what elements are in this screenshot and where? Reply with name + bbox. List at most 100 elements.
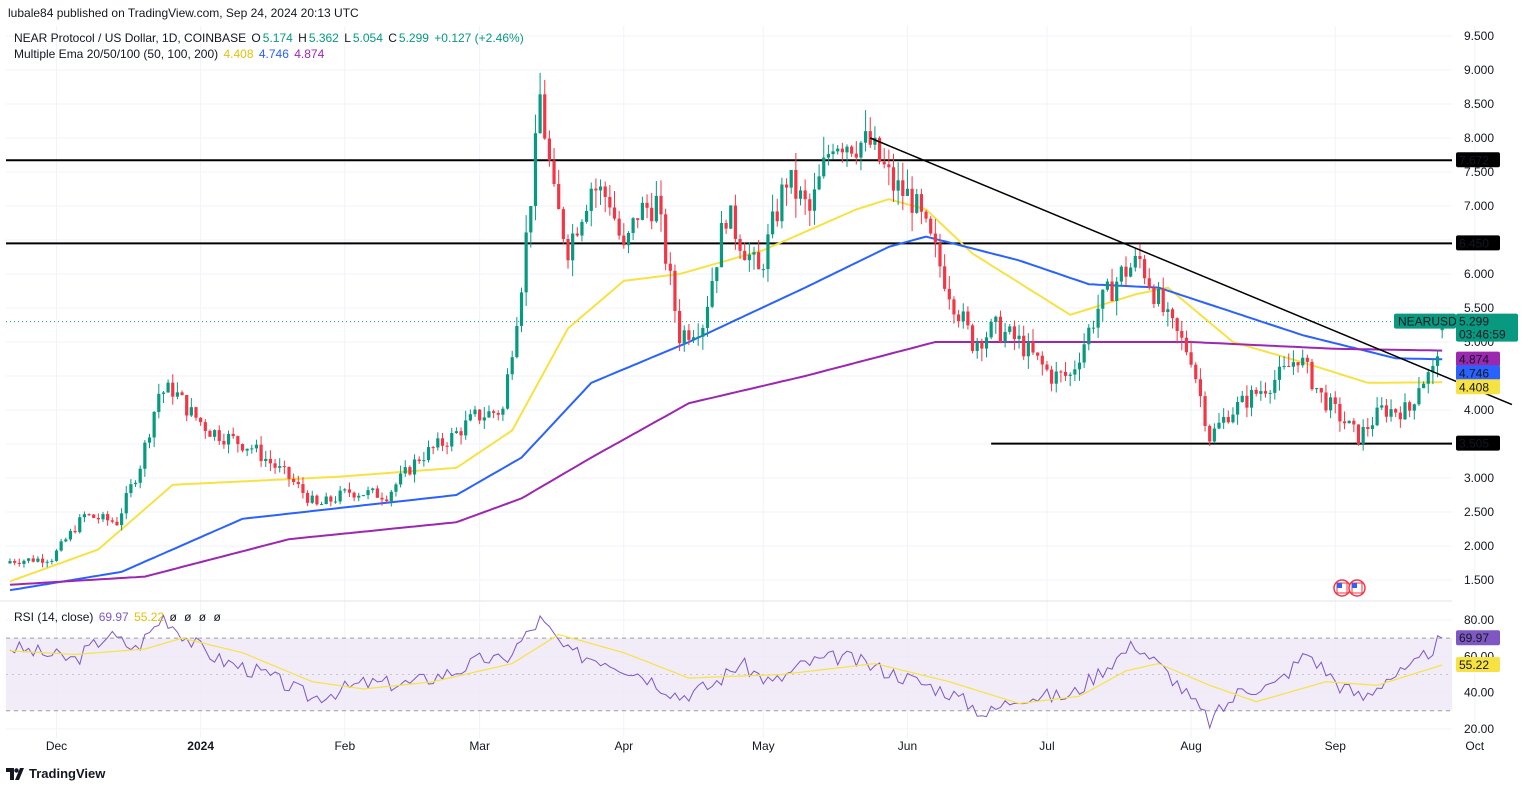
candle-body <box>854 153 858 158</box>
candle-body <box>585 210 589 222</box>
y-tick-label: 8.000 <box>1464 131 1494 145</box>
candle-body <box>101 514 105 520</box>
candle-body <box>394 484 398 492</box>
candle-body <box>1217 422 1221 429</box>
candle-body <box>1156 288 1161 304</box>
candle-body <box>68 530 73 540</box>
x-tick-label: Sep <box>1325 739 1347 753</box>
candle-body <box>264 458 268 462</box>
flag-canton-icon <box>1337 583 1342 588</box>
candle-body <box>929 218 933 234</box>
x-tick-label: 2024 <box>187 739 214 753</box>
candle-body <box>1105 281 1109 290</box>
candle-body <box>1389 409 1393 417</box>
y-tick-label: 2.500 <box>1464 505 1494 519</box>
candle-body <box>687 330 691 340</box>
candle-body <box>980 341 984 349</box>
candle-body <box>1333 397 1337 404</box>
candle-body <box>226 433 231 445</box>
rsi-tick-label: 20.00 <box>1464 722 1494 736</box>
candle-body <box>1384 405 1388 417</box>
candle-body <box>133 482 138 485</box>
candle-body <box>891 167 896 191</box>
candle-body <box>87 514 91 516</box>
descending-trendline[interactable] <box>869 137 1513 406</box>
candle-body <box>189 407 193 416</box>
tradingview-logo[interactable]: TradingView <box>6 766 105 781</box>
rsi-legend[interactable]: RSI (14, close) 69.97 55.22 ø ø ø ø <box>14 610 225 624</box>
candle-body <box>943 266 947 289</box>
candle-body <box>678 310 682 344</box>
ema50-badge: 4.408 <box>1459 380 1489 394</box>
candle-body <box>1026 341 1030 357</box>
candle-body <box>478 409 482 421</box>
publisher-line: lubale84 published on TradingView.com, S… <box>8 6 359 20</box>
candle-body <box>1147 278 1151 288</box>
candle-body <box>519 292 524 326</box>
candle-body <box>738 238 742 251</box>
candle-body <box>1305 357 1309 362</box>
ema100-badge-bg <box>1456 365 1500 381</box>
candle-body <box>1342 421 1347 424</box>
candle-body <box>45 561 49 563</box>
candle-body <box>287 467 291 479</box>
candle-body <box>40 558 45 563</box>
candle-body <box>399 473 403 485</box>
candle-body <box>310 495 314 503</box>
candle-body <box>366 490 370 496</box>
candle-body <box>845 146 849 153</box>
candle-body <box>538 94 542 134</box>
countdown-badge: 03:46:59 <box>1459 328 1506 342</box>
candle-body <box>617 218 621 236</box>
candle-body <box>1347 420 1351 424</box>
candle-body <box>171 382 175 397</box>
candle-body <box>1240 395 1244 403</box>
candle-body <box>543 94 547 139</box>
y-tick-label: 9.500 <box>1464 29 1494 43</box>
trendline[interactable] <box>869 137 1513 406</box>
candle-body <box>654 195 658 222</box>
candle-body <box>952 299 956 315</box>
ema-legend[interactable]: Multiple Ema 20/50/100 (50, 100, 200) 4.… <box>14 47 326 61</box>
candle-body <box>1338 403 1342 422</box>
candle-body <box>794 169 798 199</box>
rsi-na-values: ø ø ø ø <box>169 610 223 624</box>
y-tick-label: 7.000 <box>1464 199 1494 213</box>
candle-body <box>659 195 663 215</box>
candle-body <box>1273 379 1277 393</box>
candle-body <box>82 514 86 518</box>
candle-body <box>743 250 747 261</box>
candle-body <box>278 466 282 468</box>
candle-body <box>245 448 249 451</box>
candle-body <box>580 221 584 236</box>
y-tick-label: 5.500 <box>1464 301 1494 315</box>
candle-body <box>36 558 40 562</box>
candle-body <box>859 142 863 158</box>
candle-body <box>1435 356 1440 366</box>
candle-body <box>352 492 356 498</box>
price-badge-bg <box>1456 313 1518 342</box>
candle-body <box>608 196 612 208</box>
candle-body <box>1236 402 1240 415</box>
rsi-badge-bg <box>1456 630 1500 646</box>
candle-body <box>705 306 710 328</box>
candle-body <box>138 468 142 483</box>
event-flags[interactable] <box>1333 579 1366 597</box>
ema200-badge: 4.874 <box>1459 353 1489 367</box>
candle-body <box>59 541 63 551</box>
symbol-badge-bg <box>1394 313 1456 329</box>
candle-body <box>840 148 844 153</box>
candle-body <box>505 374 510 409</box>
candle-body <box>375 488 379 498</box>
candle-body <box>998 316 1003 342</box>
symbol-legend[interactable]: NEAR Protocol / US Dollar, 1D, COINBASE … <box>14 31 526 45</box>
candle-body <box>822 157 826 177</box>
ema-line-ema100 <box>9 235 1443 592</box>
candle-body <box>975 341 979 351</box>
candle-body <box>1301 357 1305 366</box>
candle-body <box>106 514 110 521</box>
candle-body <box>575 233 579 236</box>
candle-body <box>957 314 961 322</box>
symbol-title: NEAR Protocol / US Dollar, 1D, COINBASE <box>14 31 247 45</box>
